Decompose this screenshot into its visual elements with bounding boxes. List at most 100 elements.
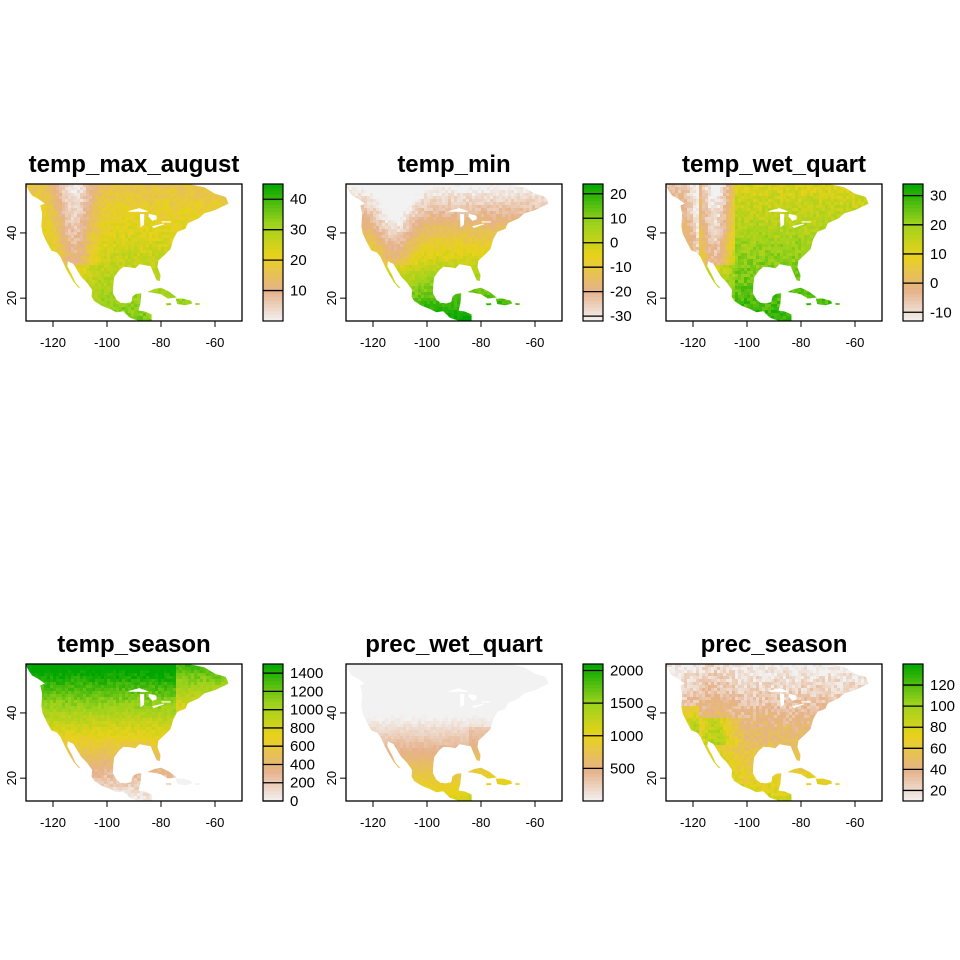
legend-tick-label: 800 [290,720,315,737]
raster-layer [26,184,229,321]
x-tick-label: -80 [472,815,491,830]
x-tick-label: -120 [680,815,706,830]
plot-frame [25,183,243,322]
x-tick-label: -120 [40,815,66,830]
legend-colorbar: 10 20 30 40 [262,183,307,322]
legend-colorbar: 500 1000 1500 2000 [582,663,643,802]
y-tick-label: 20 [324,291,339,305]
lake-na-area [468,213,477,221]
y-tick-label: 40 [4,706,19,720]
lake-na-area [128,208,149,213]
y-tick-label: 20 [4,291,19,305]
legend-tick-label: 500 [610,760,635,777]
legend-tick-label: 100 [930,698,955,715]
y-tick-label: 20 [644,771,659,785]
legend-tick-label: 200 [290,775,315,792]
legend-frame [902,663,924,802]
legend-tick-label: -10 [930,304,952,321]
map-panel-temp_season: temp_season-120 -100 -80 -60204002004006008… [4,631,323,830]
x-tick-label: -100 [734,335,760,350]
legend-tick-label: 30 [290,222,307,239]
x-tick-label: -120 [360,335,386,350]
legend-tick-label: -10 [610,259,632,276]
raster-layer [346,184,549,321]
x-tick-label: -100 [94,335,120,350]
panel-title: prec_season [701,631,848,658]
map-panel-temp_max_august: temp_max_august -120 -100 -80 -60 20 40 10 20 30 4… [4,151,307,350]
x-tick-label: -80 [152,335,171,350]
x-tick-label: -60 [206,335,225,350]
legend-frame [262,183,284,322]
legend-tick-label: 20 [930,217,947,234]
x-tick-label: -100 [734,815,760,830]
plot-frame [345,183,563,322]
lake-na-area [161,221,172,223]
legend-tick-label: 60 [930,740,947,757]
legend-frame [582,663,604,802]
raster-layer [26,664,229,801]
x-tick-label: -120 [680,335,706,350]
plot-frame [665,663,883,802]
lake-na-area [139,694,145,708]
legend-frame [902,183,924,322]
legend-tick-label: 20 [290,252,307,269]
legend-tick-label: 400 [290,756,315,773]
legend-tick-label: 20 [930,782,947,799]
raster-layer [346,664,549,801]
y-tick-label: 40 [324,226,339,240]
legend-tick-label: 120 [930,677,955,694]
plot-frame [25,663,243,802]
lake-na-area [472,703,484,708]
legend-tick-label: 2000 [610,663,643,680]
legend-tick-label: 0 [610,235,618,252]
x-tick-label: -80 [472,335,491,350]
map-panel-temp_wet_quart: temp_wet_quart-120 -100 -80 -602040-1001020… [644,151,952,350]
panel-title: temp_season [57,631,210,658]
legend-colorbar: -10 0 10 20 30 [902,183,952,322]
panel-title: temp_max_august [29,151,240,178]
lake-na-area [459,214,465,228]
legend-tick-label: -30 [610,308,632,325]
legend-tick-label: -20 [610,284,632,301]
lake-na-area [448,688,469,693]
lake-na-area [792,703,804,708]
raster-layer [666,184,869,321]
panel-title: temp_min [397,151,510,178]
legend-frame [582,183,604,322]
lake-na-area [152,703,164,708]
lake-na-area [472,223,484,228]
x-tick-label: -60 [526,335,545,350]
lake-na-area [481,701,492,703]
plot-frame [665,183,883,322]
legend-tick-label: 0 [290,793,298,810]
lake-na-area [161,701,172,703]
y-tick-label: 40 [4,226,19,240]
x-tick-label: -100 [414,335,440,350]
x-tick-label: -60 [526,815,545,830]
legend-tick-label: 80 [930,719,947,736]
y-tick-label: 20 [324,771,339,785]
x-tick-label: -80 [792,815,811,830]
x-tick-label: -120 [360,815,386,830]
x-tick-label: -120 [40,335,66,350]
legend-tick-label: 10 [930,246,947,263]
lake-na-area [459,694,465,708]
lake-na-area [768,208,789,213]
lake-na-area [801,701,812,703]
legend-tick-label: 0 [930,275,938,292]
legend-colorbar: -30 -20 -10 0 10 20 [582,183,632,325]
map-panel-prec_wet_quart: prec_wet_quart -120 -100 -80 -60 20 40 500 1000 1… [324,631,643,830]
plot-frame [345,663,563,802]
x-tick-label: -60 [206,815,225,830]
x-tick-label: -80 [152,815,171,830]
x-tick-label: -60 [846,335,865,350]
y-tick-label: 20 [644,291,659,305]
x-tick-label: -60 [846,815,865,830]
lake-na-area [768,688,789,693]
lake-na-area [792,223,804,228]
legend-tick-label: 1400 [290,665,323,682]
legend-tick-label: 10 [290,283,307,300]
